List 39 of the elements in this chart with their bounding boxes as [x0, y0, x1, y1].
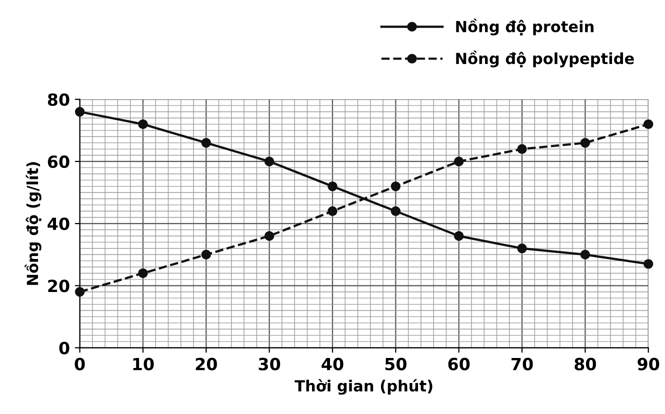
x-tick-label: 60 [448, 358, 470, 370]
x-tick-label: 0 [74, 358, 85, 370]
y-tick-label: 20 [48, 280, 70, 292]
x-tick-label: 50 [385, 358, 406, 370]
point [454, 231, 464, 241]
x-tick-label: 30 [258, 358, 280, 370]
point [390, 206, 401, 216]
x-tick-label: 10 [133, 358, 154, 370]
legend-label: Nồng độ protein [456, 18, 594, 36]
point [264, 231, 274, 241]
point [201, 250, 212, 260]
point [517, 144, 527, 154]
point [454, 156, 464, 166]
point [328, 181, 338, 192]
point [517, 244, 527, 254]
point [201, 138, 212, 148]
point [580, 250, 590, 260]
point [644, 259, 654, 269]
point [644, 119, 654, 130]
legend-label: Nồng độ polypeptide [456, 50, 634, 68]
x-tick-label: 40 [322, 358, 344, 370]
point [74, 287, 85, 297]
point [138, 268, 148, 278]
y-axis-title: Nồng độ (g/lít) [24, 162, 42, 285]
y-tick-label: 40 [48, 218, 70, 230]
point [264, 156, 274, 166]
x-tick-label: 90 [638, 358, 660, 370]
y-tick-label: 0 [59, 342, 70, 354]
x-tick-label: 20 [196, 358, 217, 370]
x-tick-label: 80 [574, 358, 596, 370]
x-axis-title: Thời gian (phút) [294, 379, 432, 395]
point [580, 138, 590, 148]
point [390, 181, 401, 192]
y-tick-label: 60 [48, 155, 70, 168]
x-tick-label: 70 [512, 358, 533, 370]
point [138, 119, 148, 130]
y-tick-label: 80 [48, 93, 70, 106]
point [328, 206, 338, 216]
point [74, 106, 85, 117]
